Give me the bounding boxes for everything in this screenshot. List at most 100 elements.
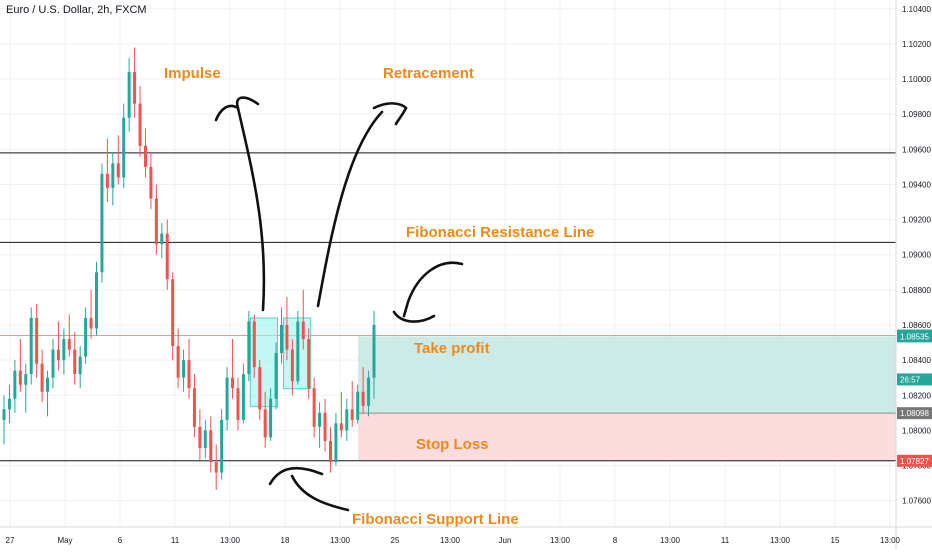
candle-body — [274, 353, 278, 399]
candle-body — [100, 173, 104, 273]
candle-body — [182, 360, 186, 378]
candle-body — [258, 367, 262, 410]
price-tag-label: 26:57 — [900, 375, 921, 384]
y-tick-label: 1.07600 — [902, 497, 931, 506]
candle-body — [312, 388, 316, 427]
candle-body — [209, 430, 213, 463]
candle-body — [171, 279, 175, 347]
candle-body — [116, 163, 120, 178]
y-tick-label: 1.08800 — [902, 286, 931, 295]
position-zones — [0, 317, 896, 461]
annotation-stop-loss: Stop Loss — [416, 436, 489, 453]
candle-body — [111, 163, 115, 188]
retracement-arrow-icon — [316, 102, 408, 308]
candle-body — [7, 398, 11, 410]
candle-body — [73, 349, 77, 375]
candle-body — [56, 349, 60, 361]
annotation-retracement: Retracement — [383, 65, 474, 82]
support-arrow-icon — [268, 466, 350, 512]
candle-body — [51, 349, 55, 378]
candle-body — [35, 317, 39, 364]
candle-body — [187, 360, 191, 389]
candle-body — [334, 423, 338, 463]
x-tick-label: May — [57, 536, 72, 545]
x-tick-label: Jun — [499, 536, 512, 545]
candle-body — [263, 409, 267, 438]
price-tag-label: 1.07827 — [900, 457, 929, 466]
x-tick-label: 11 — [721, 536, 730, 545]
candle-body — [160, 233, 164, 245]
annotation-support: Fibonacci Support Line — [352, 511, 519, 528]
candle-body — [95, 272, 98, 329]
candle-body — [214, 462, 218, 473]
price-axis[interactable]: 1.076001.078001.080001.082001.084001.086… — [895, 0, 931, 550]
candle-body — [372, 324, 376, 378]
candle-body — [154, 198, 158, 245]
candle-body — [247, 321, 251, 375]
candle-body — [165, 233, 169, 280]
x-tick-label: 15 — [831, 536, 840, 545]
price-tag-bg — [897, 454, 932, 467]
x-tick-label: 18 — [281, 536, 290, 545]
candle-body — [62, 339, 66, 361]
price-tag-bg — [897, 407, 932, 420]
candle-body — [127, 72, 131, 118]
x-tick-label: 6 — [118, 536, 123, 545]
candle-body — [2, 409, 6, 420]
x-tick-label: 13:00 — [440, 536, 461, 545]
candle-body — [138, 103, 142, 146]
candle-body — [296, 321, 300, 382]
annotation-impulse: Impulse — [164, 65, 221, 82]
candle-body — [78, 356, 82, 375]
candle-body — [339, 423, 343, 431]
price-tag-bg — [897, 330, 932, 343]
candle-body — [46, 377, 50, 392]
take-profit-zone — [358, 336, 896, 414]
candle-body — [220, 419, 224, 473]
candle-body — [225, 377, 229, 420]
x-tick-label: 27 — [6, 536, 15, 545]
x-tick-label: 13:00 — [660, 536, 681, 545]
candle-body — [290, 349, 294, 382]
hand-drawn-arrows — [214, 96, 464, 512]
x-tick-label: 13:00 — [880, 536, 901, 545]
y-tick-label: 1.08000 — [902, 426, 931, 435]
candle-body — [252, 321, 256, 368]
x-tick-label: 13:00 — [770, 536, 791, 545]
candle-body — [236, 388, 240, 420]
candle-body — [40, 363, 44, 392]
candle-body — [18, 370, 22, 385]
candle-body — [84, 317, 88, 357]
x-tick-label: 13:00 — [330, 536, 351, 545]
symbol-title[interactable]: Euro / U.S. Dollar, 2h, FXCM — [6, 4, 147, 16]
candle-body — [105, 173, 109, 188]
candle-body — [361, 391, 365, 406]
candle-body — [67, 339, 71, 350]
y-tick-label: 1.10400 — [902, 5, 931, 14]
y-tick-label: 1.09800 — [902, 110, 931, 119]
price-tag-label: 1.08098 — [900, 409, 929, 418]
candle-body — [143, 145, 147, 167]
time-axis[interactable]: 27 May 6 11 13:00 18 13:00 25 13:00 Jun 13:00 8 13:0… — [0, 526, 932, 545]
stop-loss-zone — [358, 413, 896, 461]
candle-body — [149, 166, 153, 199]
candle-body — [13, 370, 17, 399]
candle-body — [231, 377, 235, 389]
candle-body — [345, 409, 349, 431]
candle-body — [356, 391, 360, 420]
candle-body — [323, 412, 327, 441]
y-tick-label: 1.10200 — [902, 40, 931, 49]
x-tick-label: 13:00 — [550, 536, 571, 545]
candle-body — [318, 412, 322, 427]
y-tick-label: 1.08200 — [902, 391, 931, 400]
candle-body — [328, 440, 332, 463]
y-tick-label: 1.09000 — [902, 251, 931, 260]
price-tag-label: 1.08535 — [900, 332, 929, 341]
candle-body — [350, 409, 354, 420]
x-tick-label: 25 — [391, 536, 400, 545]
y-tick-label: 1.09400 — [902, 180, 931, 189]
y-tick-label: 1.09200 — [902, 216, 931, 225]
